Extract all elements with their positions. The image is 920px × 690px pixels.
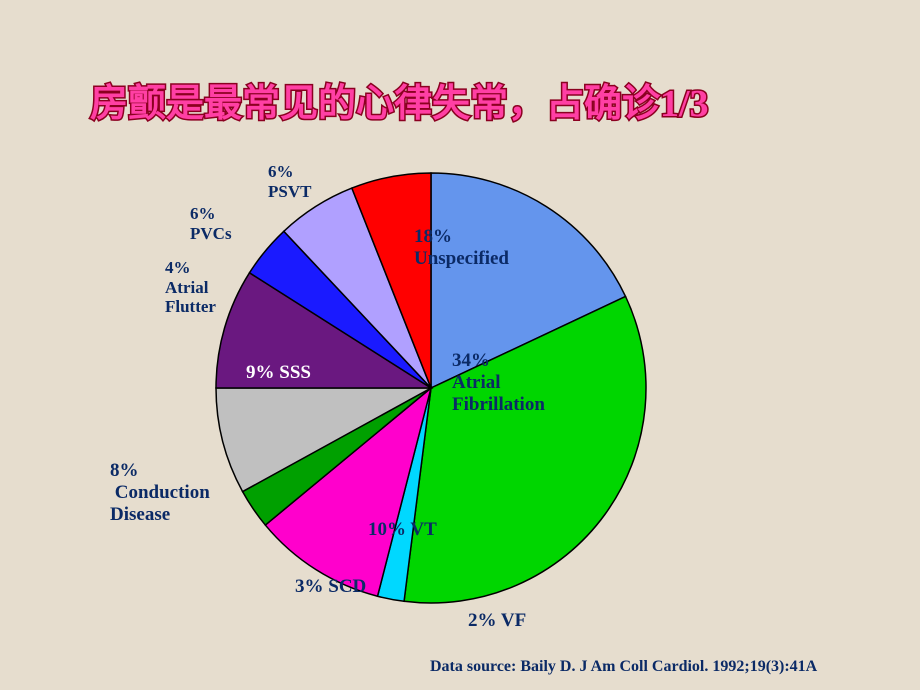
pie-label-vf: 2% VF — [468, 610, 526, 632]
pie-label-pvcs: 6% PVCs — [190, 204, 232, 243]
pie-label-vt: 10% VT — [368, 519, 437, 541]
pie-label-atrial-fibrillation: 34% Atrial Fibrillation — [452, 350, 545, 416]
pie-chart — [0, 0, 920, 690]
pie-svg — [0, 0, 920, 690]
pie-label-unspecified: 18% Unspecified — [414, 226, 509, 270]
pie-label-atrial-flutter: 4% Atrial Flutter — [165, 258, 216, 317]
pie-label-conduction-disease: 8% Conduction Disease — [110, 460, 210, 526]
citation-text: Data source: Baily D. J Am Coll Cardiol.… — [430, 658, 817, 676]
pie-label-psvt: 6% PSVT — [268, 162, 311, 201]
pie-label-sss: 9% SSS — [246, 362, 311, 384]
pie-label-scd: 3% SCD — [295, 576, 366, 598]
